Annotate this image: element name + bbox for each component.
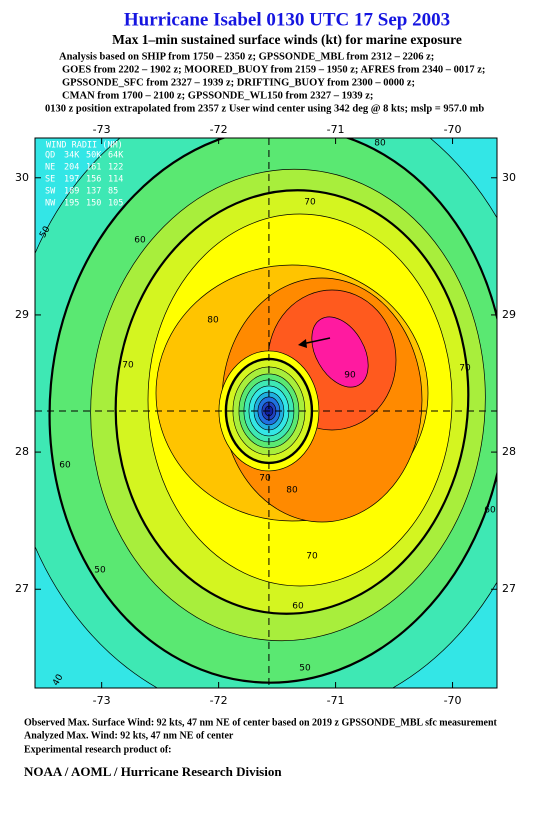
footer-line: Analyzed Max. Wind: 92 kts, 47 nm NE of … bbox=[24, 730, 234, 741]
note: Analysis based on SHIP from 1750 – 2350 … bbox=[59, 51, 434, 62]
contour-label: 70 bbox=[306, 552, 318, 562]
radii-cell: 189 bbox=[64, 187, 79, 197]
note: GOES from 2202 – 1902 z; MOORED_BUOY fro… bbox=[62, 64, 485, 75]
y-tick-label: 30 bbox=[15, 171, 29, 184]
radii-cell: SW bbox=[45, 187, 56, 197]
contour-label: 60 bbox=[484, 506, 496, 516]
x-tick-label: -72 bbox=[210, 694, 228, 707]
contour-label: 80 bbox=[286, 486, 298, 496]
y-tick-label: 29 bbox=[15, 308, 29, 321]
contour-label: 70 bbox=[122, 361, 134, 371]
radii-cell: SE bbox=[45, 175, 55, 185]
radii-cell: 137 bbox=[86, 187, 101, 197]
y-tick-label: 30 bbox=[502, 171, 516, 184]
note: 0130 z position extrapolated from 2357 z… bbox=[45, 103, 484, 114]
radii-header: 50K bbox=[86, 151, 102, 161]
footer-org: NOAA / AOML / Hurricane Research Divisio… bbox=[24, 764, 282, 779]
contour-label: 60 bbox=[134, 236, 146, 246]
radii-cell: NW bbox=[45, 199, 56, 209]
y-tick-label: 27 bbox=[502, 582, 516, 595]
frame bbox=[34, 137, 498, 689]
x-tick-label: -71 bbox=[327, 123, 345, 136]
contour-label: 80 bbox=[207, 316, 219, 326]
note: GPSSONDE_SFC from 2327 – 1939 z; DRIFTIN… bbox=[62, 77, 415, 88]
y-tick-label: 28 bbox=[15, 445, 29, 458]
y-tick-label: 27 bbox=[15, 582, 29, 595]
contour-label: 70 bbox=[459, 364, 471, 374]
radii-header: QD bbox=[45, 151, 55, 161]
radii-cell: 204 bbox=[64, 163, 79, 173]
title: Hurricane Isabel 0130 UTC 17 Sep 2003 bbox=[124, 9, 450, 30]
subtitle: Max 1–min sustained surface winds (kt) f… bbox=[112, 32, 462, 47]
contour-label: 80 bbox=[374, 139, 386, 149]
radii-cell: 150 bbox=[86, 199, 101, 209]
x-tick-label: -71 bbox=[327, 694, 345, 707]
contour-label: 90 bbox=[344, 371, 356, 381]
y-tick-label: 28 bbox=[502, 445, 516, 458]
radii-cell: 195 bbox=[64, 199, 79, 209]
note: CMAN from 1700 – 2100 z; GPSSONDE_WL150 … bbox=[62, 90, 373, 101]
radii-cell: 161 bbox=[86, 163, 101, 173]
radii-cell: NE bbox=[45, 163, 55, 173]
x-tick-label: -73 bbox=[93, 694, 111, 707]
contour-label: 60 bbox=[292, 602, 304, 612]
footer-line: Observed Max. Surface Wind: 92 kts, 47 n… bbox=[24, 717, 498, 728]
contour-label: 50 bbox=[94, 566, 106, 576]
y-tick-label: 29 bbox=[502, 308, 516, 321]
contour-label: 70 bbox=[304, 198, 316, 208]
footer-line: Experimental research product of: bbox=[24, 744, 171, 755]
contour-label: 50 bbox=[299, 664, 311, 674]
radii-header: 64K bbox=[108, 151, 124, 161]
x-tick-label: -70 bbox=[444, 123, 462, 136]
radii-header: 34K bbox=[64, 151, 80, 161]
radii-title: WIND RADII (NM) bbox=[46, 141, 123, 151]
contour-label: 70 bbox=[259, 474, 271, 484]
radii-cell: 122 bbox=[108, 163, 123, 173]
contour-label: 60 bbox=[59, 461, 71, 471]
motion-arrowhead bbox=[298, 339, 307, 348]
contour-band bbox=[311, 316, 369, 388]
radii-cell: 114 bbox=[108, 175, 123, 185]
radii-cell: 156 bbox=[86, 175, 101, 185]
radii-cell: 85 bbox=[108, 187, 118, 197]
x-tick-label: -72 bbox=[210, 123, 228, 136]
radii-cell: 105 bbox=[108, 199, 123, 209]
motion-arrow bbox=[301, 337, 331, 345]
x-tick-label: -70 bbox=[444, 694, 462, 707]
x-tick-label: -73 bbox=[93, 123, 111, 136]
radii-cell: 197 bbox=[64, 175, 79, 185]
